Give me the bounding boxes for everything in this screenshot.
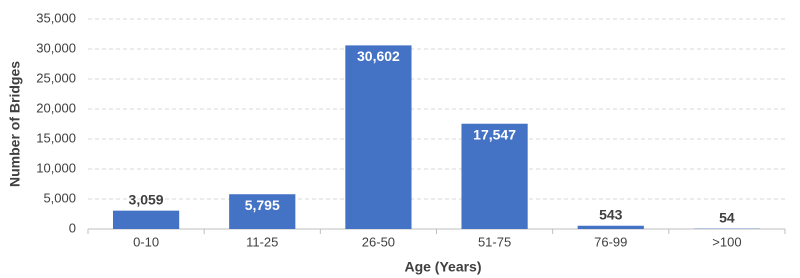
y-tick-label: 5,000 [43, 190, 76, 205]
x-axis-title: Age (Years) [404, 259, 481, 275]
value-label: 17,547 [473, 126, 516, 142]
value-label: 5,795 [245, 197, 280, 213]
value-label: 54 [719, 209, 735, 225]
y-tick-label: 30,000 [36, 40, 76, 55]
value-label: 3,059 [129, 191, 164, 207]
y-tick-label: 35,000 [36, 10, 76, 25]
x-tick-label: 26-50 [362, 234, 395, 249]
x-tick-label: 51-75 [478, 234, 511, 249]
x-tick-label: 0-10 [133, 234, 159, 249]
bar [461, 123, 528, 229]
y-axis-title: Number of Bridges [7, 61, 23, 187]
x-tick-label: 11-25 [246, 234, 278, 249]
bar [112, 210, 180, 229]
bar [229, 194, 296, 229]
y-tick-label: 15,000 [36, 130, 76, 145]
bar [345, 45, 412, 229]
y-tick-label: 0 [69, 220, 76, 235]
value-label: 543 [599, 206, 623, 222]
value-label: 30,602 [357, 48, 400, 64]
x-tick-label: 76-99 [594, 234, 627, 249]
x-tick-label: >100 [712, 234, 741, 249]
y-tick-label: 10,000 [36, 160, 76, 175]
bar [577, 225, 644, 229]
y-tick-label: 20,000 [36, 100, 76, 115]
y-tick-label: 25,000 [36, 70, 76, 85]
